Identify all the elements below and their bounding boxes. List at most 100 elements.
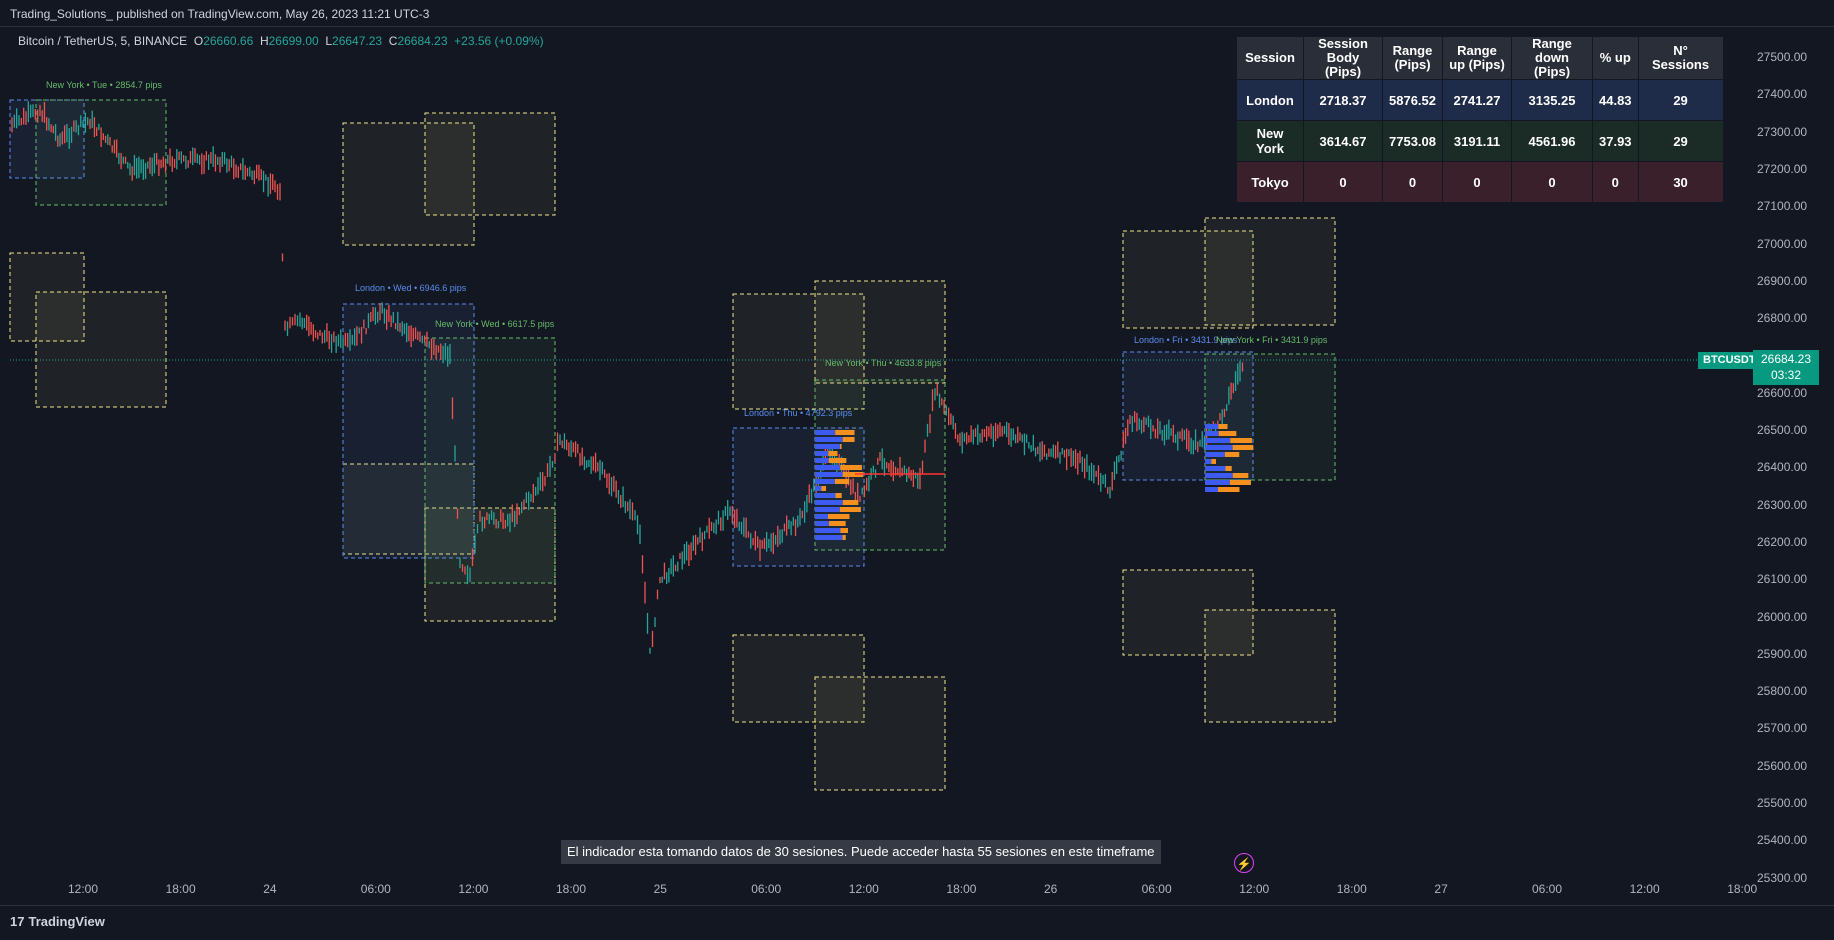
- tradingview-logo[interactable]: 17 TradingView: [10, 914, 105, 929]
- time-tick-label: 06:00: [751, 882, 782, 896]
- close-value: 26684.23: [397, 34, 448, 48]
- profile-bar-blue: [815, 437, 843, 442]
- profile-bar-orange: [842, 437, 855, 442]
- price-tick-label: 26300.00: [1757, 497, 1808, 512]
- profile-bar-orange: [1229, 480, 1251, 485]
- price-chart[interactable]: New York • Tue • 2854.7 pips London • Wed…: [0, 0, 1750, 870]
- published-text: Trading_Solutions_ published on TradingV…: [10, 7, 430, 21]
- cell: 7753.08: [1382, 120, 1443, 162]
- lightning-icon[interactable]: ⚡: [1234, 853, 1254, 873]
- profile-bar-orange: [1224, 452, 1240, 457]
- time-tick-label: 25: [653, 882, 667, 896]
- profile-bar-blue: [815, 430, 836, 435]
- profile-bar-blue: [815, 535, 843, 540]
- range-box: [1204, 609, 1336, 723]
- profile-bar-orange: [1218, 431, 1237, 436]
- price-tick-label: 26400.00: [1757, 460, 1808, 475]
- cell: 2718.37: [1303, 79, 1383, 121]
- profile-bar-orange: [828, 458, 847, 463]
- cell: 0: [1592, 161, 1639, 203]
- time-tick-label: 18:00: [1727, 882, 1758, 896]
- profile-bar-blue: [1205, 459, 1212, 464]
- time-tick-label: 18:00: [165, 882, 196, 896]
- header-n-sessions: N° Sessions: [1637, 36, 1724, 80]
- london-session-box: [342, 303, 475, 559]
- price-tick-label: 27200.00: [1757, 161, 1808, 176]
- profile-bar-orange: [842, 472, 864, 477]
- range-box: [732, 634, 865, 723]
- price-tick-label: 26600.00: [1757, 385, 1808, 400]
- price-tick-label: 27300.00: [1757, 124, 1808, 139]
- profile-bar-blue: [1205, 452, 1225, 457]
- cell: 29: [1637, 79, 1724, 121]
- price-tick-label: 27000.00: [1757, 236, 1808, 251]
- time-tick-label: 24: [263, 882, 277, 896]
- profile-bar-orange: [842, 535, 846, 540]
- profile-bar-blue: [815, 521, 830, 526]
- profile-bar-orange: [839, 507, 861, 512]
- time-tick-label: 12:00: [1239, 882, 1270, 896]
- price-tick-label: 25500.00: [1757, 796, 1808, 810]
- profile-bar-orange: [828, 451, 838, 456]
- price-tick-label: 25300.00: [1757, 870, 1808, 885]
- profile-bar-blue: [1205, 487, 1219, 492]
- price-tick-label: 26000.00: [1757, 609, 1808, 624]
- cell: 3135.25: [1511, 79, 1593, 121]
- price-tick-label: 25900.00: [1757, 646, 1808, 661]
- range-box: [424, 507, 556, 622]
- price-tick-label: 26900.00: [1757, 273, 1808, 288]
- profile-bar-blue: [815, 528, 841, 533]
- countdown: 03:32: [1770, 368, 1802, 382]
- profile-bar-orange: [1230, 438, 1252, 443]
- open-value: 26660.66: [203, 34, 254, 48]
- time-tick-label: 12:00: [458, 882, 489, 896]
- cell: 5876.52: [1382, 79, 1443, 121]
- profile-bar-orange: [1218, 424, 1228, 429]
- profile-bar-orange: [834, 479, 850, 484]
- profile-bar-blue: [815, 451, 829, 456]
- low-value: 26647.23: [332, 34, 383, 48]
- price-tick-label: 27400.00: [1757, 87, 1808, 102]
- time-tick-label: 06:00: [1141, 882, 1172, 896]
- symbol-name: Bitcoin / TetherUS, 5, BINANCE: [18, 34, 188, 48]
- cell: New York: [1236, 120, 1304, 162]
- header-session: Session: [1236, 36, 1304, 80]
- header-range: Range (Pips): [1382, 36, 1443, 80]
- indicator-notice: El indicador esta tomando datos de 30 se…: [561, 840, 1161, 864]
- profile-bar-blue: [815, 472, 843, 477]
- cell: 44.83: [1592, 79, 1639, 121]
- time-tick-label: 06:00: [1532, 882, 1563, 896]
- header-range-down: Range down (Pips): [1511, 36, 1593, 80]
- cell: 4561.96: [1511, 120, 1593, 162]
- time-tick-label: 18:00: [1336, 882, 1367, 896]
- profile-bar-orange: [1232, 445, 1254, 450]
- cell: 2741.27: [1442, 79, 1512, 121]
- range-box: [9, 252, 85, 342]
- profile-bar-blue: [815, 444, 840, 449]
- session-label: New York • Wed • 6617.5 pips: [435, 319, 555, 329]
- cell: 0: [1511, 161, 1593, 203]
- profile-bar-orange: [1211, 459, 1217, 464]
- time-tick-label: 06:00: [360, 882, 391, 896]
- profile-bar-blue: [815, 458, 829, 463]
- range-box: [1122, 230, 1254, 329]
- last-price-badge: 26684.23 03:32: [1753, 350, 1819, 385]
- price-tick-label: 25600.00: [1757, 758, 1808, 773]
- open-label: O: [193, 34, 204, 48]
- session-boxes: [9, 99, 1336, 791]
- high-label: H: [259, 34, 269, 48]
- profile-bar-blue: [815, 500, 843, 505]
- time-tick-label: 12:00: [1629, 882, 1660, 896]
- range-box: [1122, 569, 1254, 656]
- last-price-value: 26684.23: [1760, 352, 1812, 366]
- profile-bar-blue: [815, 465, 841, 470]
- tv-logo-icon: 17: [10, 914, 25, 929]
- price-axis[interactable]: [1750, 27, 1834, 870]
- newyork-session-box: [424, 337, 556, 584]
- profile-bar-blue: [1205, 424, 1219, 429]
- header-session-body: Session Body (Pips): [1303, 36, 1383, 80]
- profile-bar-orange: [835, 430, 855, 435]
- profile-bar-orange: [842, 500, 859, 505]
- close-label: C: [388, 34, 398, 48]
- profile-bar-blue: [815, 514, 829, 519]
